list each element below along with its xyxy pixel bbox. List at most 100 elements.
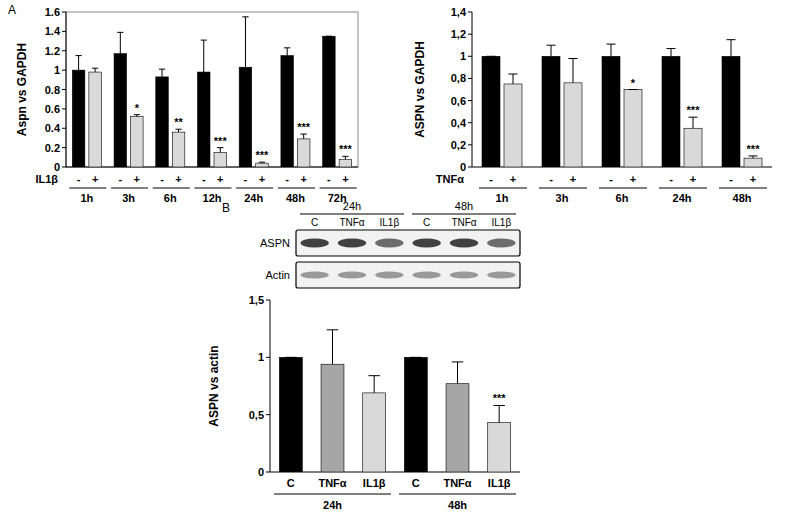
blot-lane-label: IL1β [380,217,400,228]
x-tick-label: C [287,477,295,489]
bar [624,90,642,168]
x-tick-label: C [412,477,420,489]
x-tick-label: IL1β [488,477,511,489]
blot-band [450,239,478,248]
error-bar [629,89,638,90]
series-sign: + [570,173,576,185]
error-bar [201,40,207,72]
series-sign: + [300,173,306,185]
y-tick [266,300,270,301]
blot-band [338,239,366,248]
series-sign: - [609,173,613,185]
bar [363,393,386,472]
error-bar [749,156,758,158]
blot-row-label: ASPN [260,237,290,249]
significance: *** [339,143,353,155]
y-tick-label: 1 [460,50,466,62]
y-tick [62,167,66,168]
bar [323,36,336,167]
error-bar [368,376,379,393]
bar [339,159,352,167]
significance: *** [256,149,270,161]
blot-lane-label: TNFα [451,217,476,228]
group-line [659,188,707,189]
x-tick-label: 6h [164,192,177,204]
y-tick [468,122,472,123]
figure: AB00.20.40.60.811.21.41.6Aspn vs GAPDHIL… [0,0,794,520]
bar [297,139,310,167]
treatment-label: TNFα [436,173,464,185]
y-axis-label: ASPN vs actin [207,345,221,426]
significance: *** [214,135,228,147]
y-tick-label: 0 [54,161,60,173]
y-tick [468,144,472,145]
series-sign: + [750,173,756,185]
y-tick-label: 0.2 [45,142,60,154]
series-sign: + [510,173,516,185]
y-tick-label: 1 [258,351,264,363]
series-sign: + [217,173,223,185]
y-tick-label: 0.8 [45,84,60,96]
x-tick-label: 1h [80,192,93,204]
y-tick-label: 1.6 [45,6,60,18]
blot-lane-label: IL1β [492,217,512,228]
error-bar [175,129,181,132]
bar [89,72,102,167]
blot-strip [296,262,520,288]
series-sign: - [669,173,673,185]
y-tick-label: 0,2 [451,139,466,151]
blot-band [338,272,366,279]
error-bar [487,56,496,57]
series-sign: + [259,173,265,185]
error-bar [285,357,296,358]
group-line [399,494,516,495]
significance: *** [493,392,507,404]
significance: *** [687,104,701,116]
blot-lane-label: C [311,217,318,228]
blot-group-label: 24h [343,200,361,212]
x-tick-label: 12h [203,192,222,204]
bar [744,158,762,167]
error-bar [242,17,248,67]
group-line [153,188,190,189]
y-tick-label: 0,4 [451,117,467,129]
error-bar [259,162,265,164]
treatment-label: IL1β [35,173,58,185]
error-bar [326,36,332,37]
x-axis-line [270,472,520,473]
blot-band [300,239,328,248]
y-tick-label: 0 [258,466,264,478]
error-bar [75,56,81,71]
bar [722,56,740,167]
bar [504,84,522,167]
error-bar [134,115,140,117]
significance: *** [747,143,761,155]
bar [482,56,500,167]
error-bar [493,405,504,422]
series-sign: - [729,173,733,185]
y-tick-label: 1,2 [451,28,466,40]
y-tick-label: 1.2 [45,45,60,57]
y-tick [468,34,472,35]
y-tick-label: 0.4 [45,122,61,134]
bar [446,384,469,472]
y-tick-label: 1,4 [451,6,467,18]
bar [684,128,702,167]
error-bar [607,44,616,56]
error-bar [301,134,307,139]
y-tick [266,357,270,358]
y-tick-label: 1.4 [45,25,61,37]
x-tick-label: TNFα [443,477,471,489]
y-tick [468,12,472,13]
blot-band [487,272,515,279]
y-tick [62,31,66,32]
group-line [111,188,148,189]
group-line [194,188,231,189]
error-bar [569,59,578,83]
series-sign: + [690,173,696,185]
series-sign: + [175,173,181,185]
x-axis-line [66,167,358,168]
bar [281,56,294,167]
series-sign: - [285,173,289,185]
series-sign: - [327,173,331,185]
